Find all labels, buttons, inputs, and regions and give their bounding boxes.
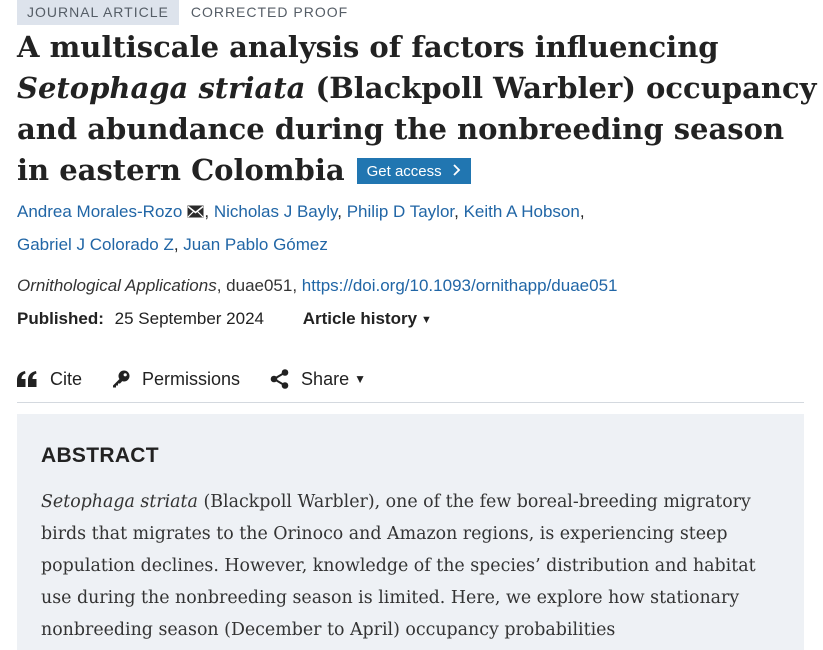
share-icon: [270, 369, 289, 389]
author-link[interactable]: Andrea Morales-Rozo: [17, 202, 183, 221]
doi-link[interactable]: https://doi.org/10.1093/ornithapp/duae05…: [301, 276, 618, 295]
article-status-badge: CORRECTED PROOF: [190, 4, 349, 20]
divider: [17, 402, 804, 403]
permissions-label: Permissions: [142, 368, 241, 389]
get-access-label: Get access: [366, 163, 442, 180]
title-species: Setophaga striata: [17, 71, 306, 105]
cite-label: Cite: [50, 368, 83, 389]
title-text-end: (Blackpoll Warbler) occupancy and abunda…: [17, 71, 817, 187]
citation-line: Ornithological Applications, duae051, ht…: [17, 276, 618, 295]
published-label: Published:: [17, 309, 104, 328]
email-icon[interactable]: [187, 197, 204, 229]
author-link[interactable]: Keith A Hobson: [463, 202, 580, 221]
article-tags: JOURNAL ARTICLE CORRECTED PROOF: [17, 0, 360, 25]
share-label: Share: [301, 368, 350, 389]
journal-name[interactable]: Ornithological Applications: [17, 276, 217, 295]
author-link[interactable]: Juan Pablo Gómez: [183, 235, 328, 254]
article-actions: Cite Permissions Share ▼: [17, 366, 396, 392]
author-link[interactable]: Gabriel J Colorado Z: [17, 235, 174, 254]
quote-icon: [17, 371, 38, 387]
key-icon: [112, 370, 130, 388]
abstract-body: (Blackpoll Warbler), one of the few bore…: [41, 492, 756, 640]
article-type-badge: JOURNAL ARTICLE: [17, 0, 179, 25]
cite-button[interactable]: Cite: [17, 369, 82, 390]
title-text-start: A multiscale analysis of factors influen…: [17, 30, 719, 64]
abstract-text: Setophaga striata (Blackpoll Warbler), o…: [41, 486, 791, 646]
publication-info: Published: 25 September 2024 Article his…: [17, 307, 432, 332]
author-list: Andrea Morales-Rozo, Nicholas J Bayly, P…: [17, 196, 807, 261]
get-access-button[interactable]: Get access: [356, 158, 471, 184]
article-title: A multiscale analysis of factors influen…: [17, 27, 817, 191]
abstract-section: ABSTRACT Setophaga striata (Blackpoll Wa…: [17, 414, 804, 650]
author-link[interactable]: Nicholas J Bayly: [213, 202, 338, 221]
chevron-right-icon: [452, 158, 461, 184]
share-button[interactable]: Share ▼: [270, 369, 366, 390]
article-history-label: Article history: [302, 309, 418, 328]
caret-down-icon: ▼: [354, 372, 366, 386]
author-link[interactable]: Philip D Taylor: [346, 202, 455, 221]
abstract-species: Setophaga striata: [41, 492, 198, 512]
article-history-toggle[interactable]: Article history ▼: [303, 309, 432, 328]
article-id: duae051: [226, 276, 293, 295]
permissions-button[interactable]: Permissions: [112, 369, 240, 390]
abstract-heading: ABSTRACT: [41, 444, 159, 467]
published-date: 25 September 2024: [114, 309, 264, 328]
caret-down-icon: ▼: [421, 314, 432, 326]
